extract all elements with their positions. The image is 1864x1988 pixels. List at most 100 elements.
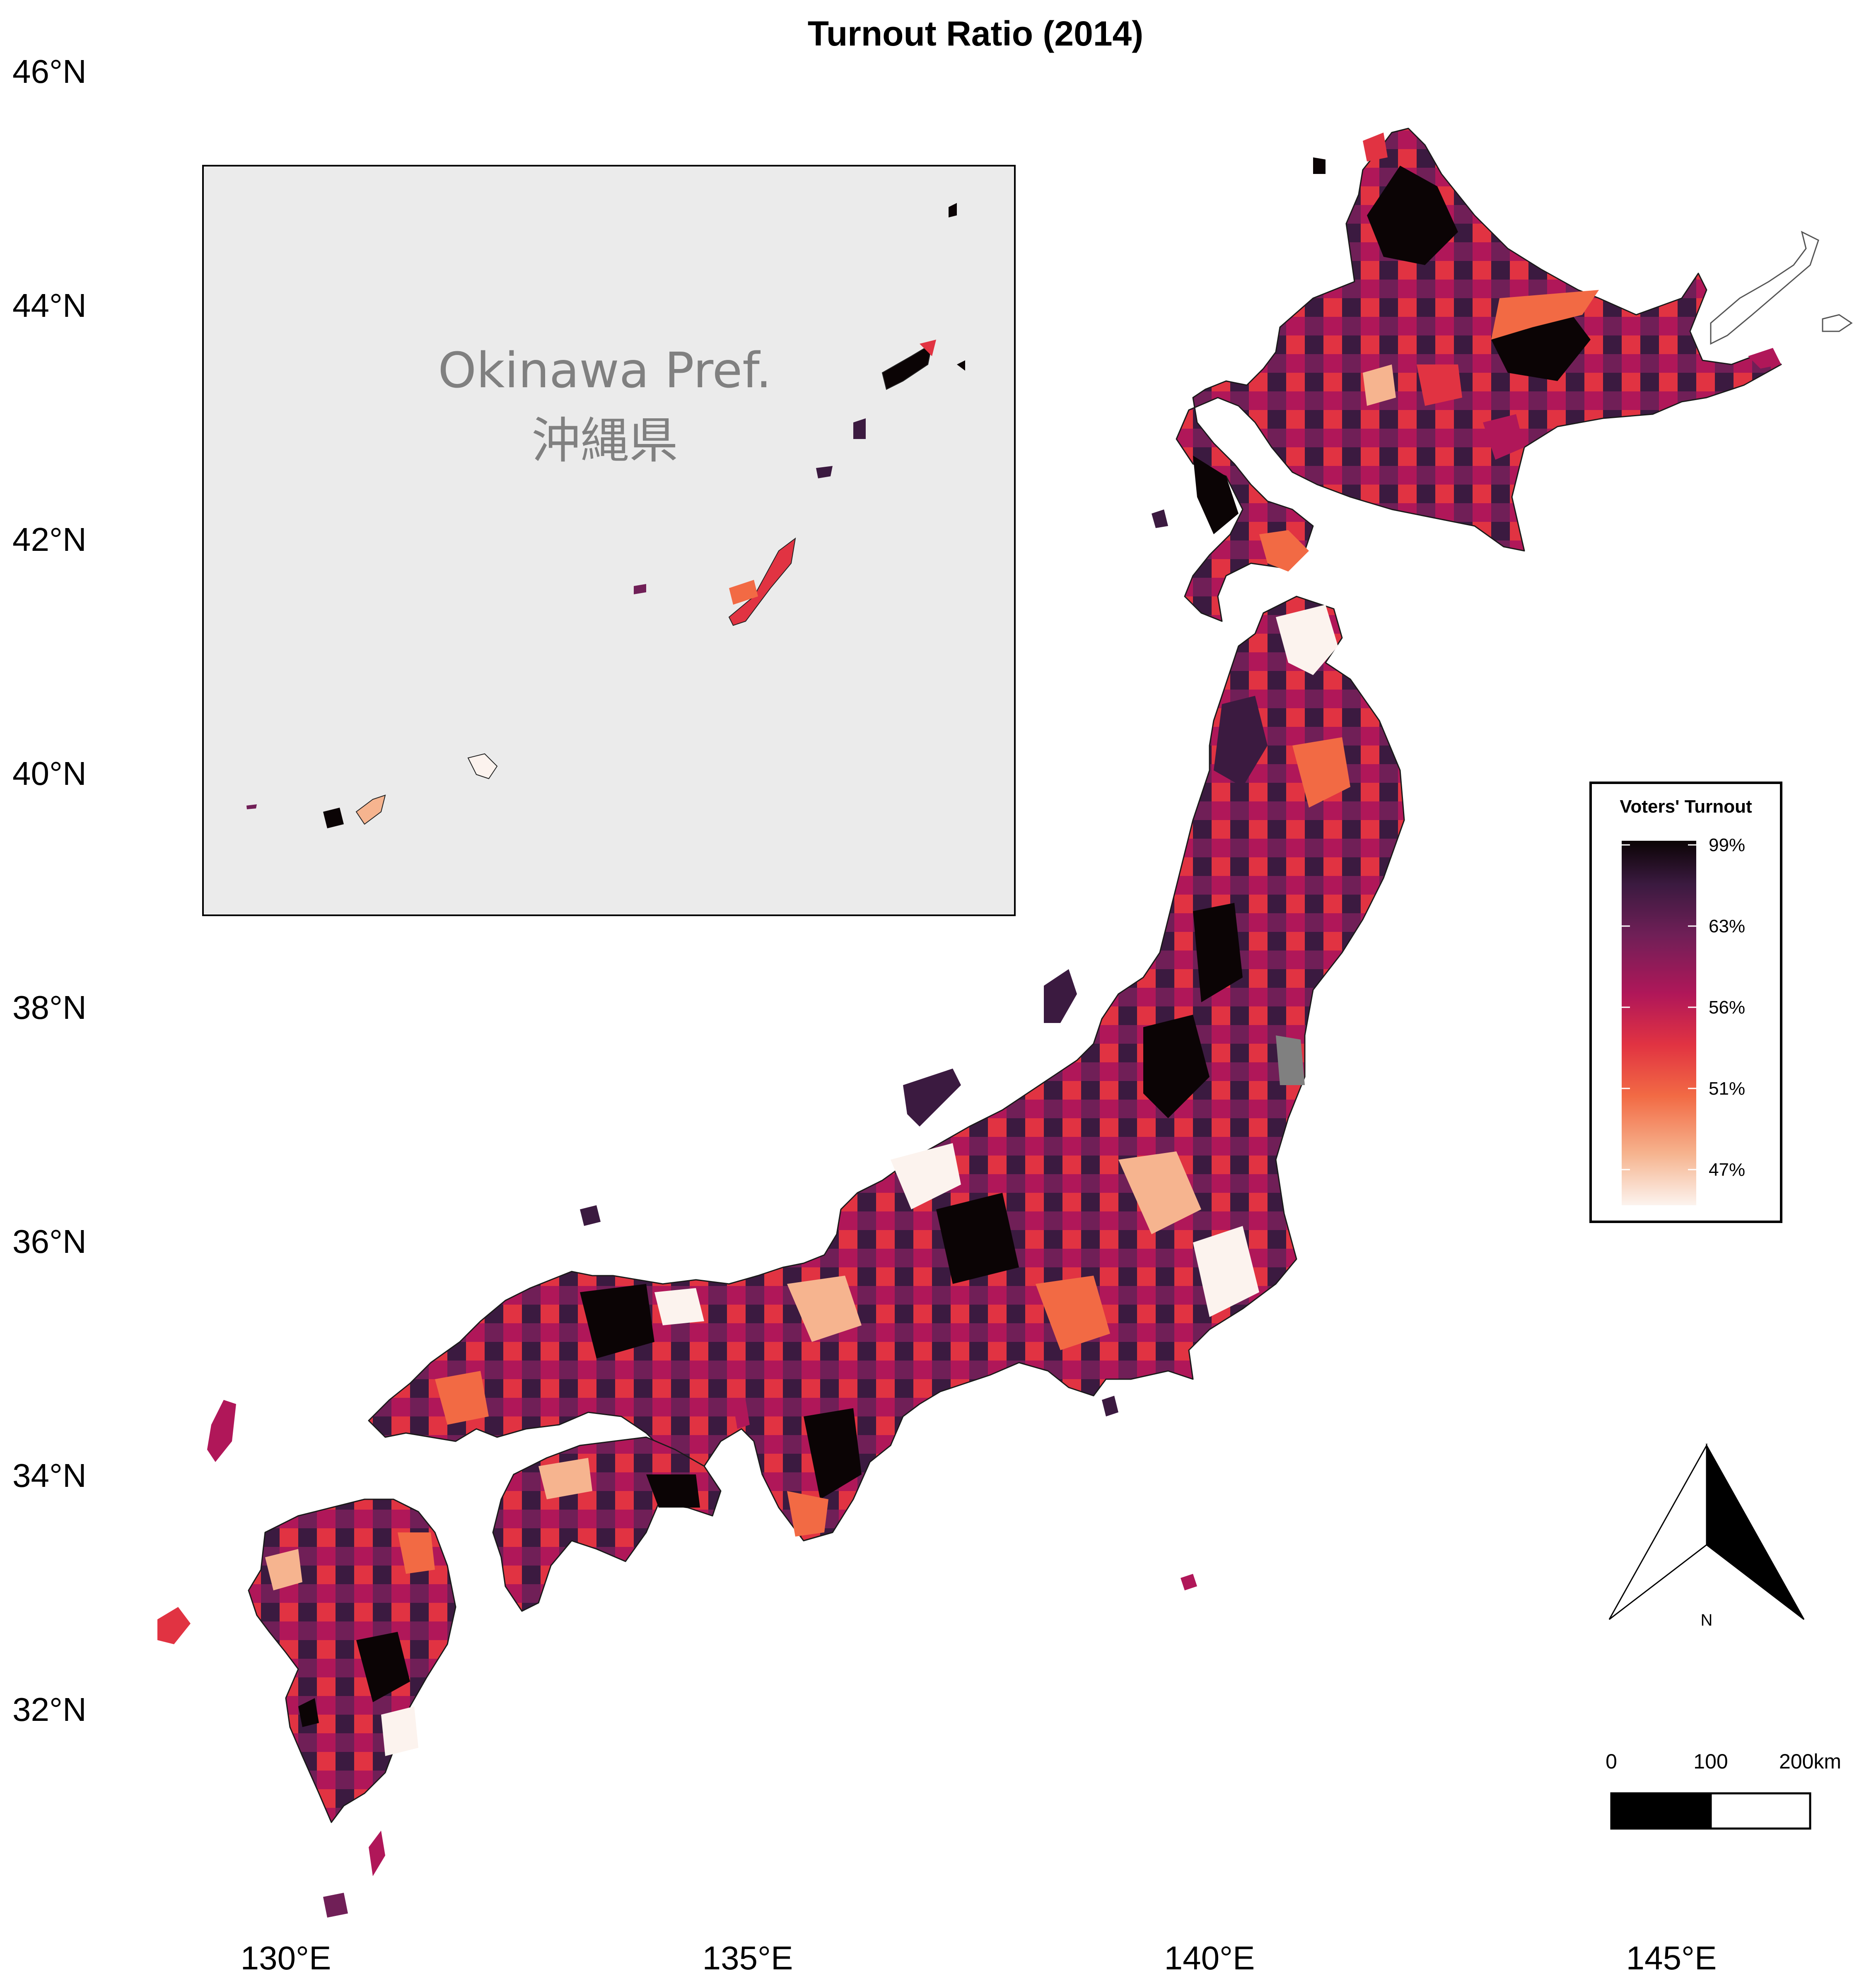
iriomote-island xyxy=(323,808,344,828)
yonaguni-island xyxy=(246,804,257,809)
hokkaido-patch-red xyxy=(1417,364,1462,406)
scale-label-100: 100 xyxy=(1693,1750,1728,1773)
noto-peninsula xyxy=(903,1069,961,1127)
hokkaido-landmass xyxy=(1176,128,1782,622)
kanto-patch-lightest xyxy=(1193,1226,1259,1317)
shikoku-patch-light xyxy=(538,1458,592,1499)
kyushu-patch-lightest xyxy=(381,1706,418,1756)
lon-label-130e: 130°E xyxy=(241,1940,331,1976)
turnout-legend: Voters' Turnout 99% 63% 56% 51% 47% xyxy=(1589,782,1782,1223)
rishiri-island xyxy=(1313,157,1326,174)
lat-label-44n: 44°N xyxy=(12,287,87,324)
north-arrow-icon: N xyxy=(1608,1443,1805,1629)
kikai-island xyxy=(957,360,965,371)
lat-label-34n: 34°N xyxy=(12,1457,87,1494)
tokara-islands xyxy=(949,203,957,217)
legend-colorbar xyxy=(1622,841,1696,1205)
north-arrow-right-half xyxy=(1706,1443,1805,1620)
kyushu-patch-orange xyxy=(398,1532,435,1574)
lon-label-135e: 135°E xyxy=(703,1940,793,1976)
legend-tick-47: 47% xyxy=(1709,1160,1745,1180)
shikoku-patch-dark xyxy=(646,1474,700,1508)
hokkaido-patch-orange xyxy=(1491,290,1599,340)
awaji-island xyxy=(733,1400,750,1429)
neighbor-landmass-outline xyxy=(1710,231,1853,345)
hokkaido-region xyxy=(1152,128,1782,622)
hokkaido-patch-magenta xyxy=(1483,414,1524,460)
hokkaido-patch-dark-3 xyxy=(1193,456,1239,534)
hokkaido-patch-orange-3 xyxy=(1363,133,1388,162)
scale-segment-white xyxy=(1709,1792,1811,1830)
chugoku-patch-dark xyxy=(580,1284,654,1358)
chugoku-patch-orange xyxy=(435,1371,489,1425)
lat-label-40n: 40°N xyxy=(12,755,87,792)
sado-island xyxy=(1044,969,1077,1023)
inset-frame xyxy=(202,165,1016,916)
kumejima xyxy=(634,584,646,594)
hokkaido-patch-dark-1 xyxy=(1367,166,1458,265)
north-arrow-label: N xyxy=(1701,1611,1713,1629)
chugoku-patch-light xyxy=(654,1288,704,1325)
fukushima-missing xyxy=(1276,1035,1305,1085)
okinawa-south-patch xyxy=(729,580,758,605)
izu-oshima xyxy=(1102,1396,1118,1416)
tohoku-patch-dark-2 xyxy=(1193,903,1243,1002)
kyushu-region xyxy=(157,1400,456,1918)
hokuriku-patch-light xyxy=(891,1143,961,1209)
chubu-patch-dark xyxy=(936,1193,1019,1284)
lat-label-46n: 46°N xyxy=(12,53,87,90)
oki-islands xyxy=(580,1205,601,1226)
tanegashima-island xyxy=(369,1831,385,1876)
hokkaido-patch-light xyxy=(1363,364,1396,406)
legend-tick-56: 56% xyxy=(1709,997,1745,1018)
lat-label-42n: 42°N xyxy=(12,521,87,558)
okinawa-main-island xyxy=(728,537,796,626)
scale-label-0: 0 xyxy=(1606,1750,1617,1773)
tohoku-patch-light xyxy=(1276,605,1338,675)
latitude-axis: 46°N 44°N 42°N 40°N 38°N 36°N 34°N 32°N xyxy=(12,53,87,1728)
lat-label-32n: 32°N xyxy=(12,1691,87,1728)
honshu-region xyxy=(368,596,1405,1590)
scale-segment-black xyxy=(1610,1792,1712,1830)
legend-title: Voters' Turnout xyxy=(1620,796,1752,817)
shikoku-landmass xyxy=(492,1436,722,1612)
shikoku-region xyxy=(492,1436,722,1612)
lon-label-145e: 145°E xyxy=(1626,1940,1717,1976)
amami-oshima xyxy=(881,343,933,390)
okushiri-island xyxy=(1152,509,1168,528)
tohoku-patch-orange xyxy=(1292,737,1350,808)
legend-tick-99: 99% xyxy=(1709,835,1745,855)
shiretoko-tip xyxy=(1748,348,1781,369)
map-title: Turnout Ratio (2014) xyxy=(808,14,1143,53)
kansai-patch-light xyxy=(787,1276,862,1342)
miyake-island xyxy=(1181,1574,1197,1590)
amami-red-patch xyxy=(920,340,936,356)
tohoku-patch-dark xyxy=(1214,696,1268,787)
inset-label-en: Okinawa Pref. xyxy=(438,342,772,399)
longitude-axis: 130°E 135°E 140°E 145°E xyxy=(241,1940,1717,1976)
chubu-patch-orange xyxy=(1036,1276,1110,1350)
tsushima-island xyxy=(207,1400,236,1462)
fukushima-dark xyxy=(1143,1015,1210,1118)
north-arrow-left-half xyxy=(1608,1443,1707,1620)
miyako-island xyxy=(467,753,498,779)
okinoerabu xyxy=(816,466,833,478)
legend-tick-63: 63% xyxy=(1709,916,1745,936)
amakusa-islands xyxy=(298,1698,319,1727)
lon-label-140e: 140°E xyxy=(1164,1940,1255,1976)
hokkaido-patch-orange-2 xyxy=(1259,530,1309,572)
kii-patch-dark xyxy=(804,1408,862,1499)
scale-bar: 0 100 200km xyxy=(1606,1750,1841,1830)
kanto-patch-light xyxy=(1118,1151,1201,1234)
lat-label-36n: 36°N xyxy=(12,1223,87,1260)
yakushima-island xyxy=(323,1893,348,1918)
legend-ticks xyxy=(1622,844,1696,1170)
ishigaki-island xyxy=(355,794,386,825)
goto-islands xyxy=(157,1607,191,1644)
inset-label-ja: 沖縄県 xyxy=(531,412,678,469)
tokunoshima xyxy=(853,418,866,439)
lat-label-38n: 38°N xyxy=(12,989,87,1026)
kyushu-patch-light xyxy=(265,1549,302,1590)
kii-patch-orange xyxy=(787,1491,828,1537)
